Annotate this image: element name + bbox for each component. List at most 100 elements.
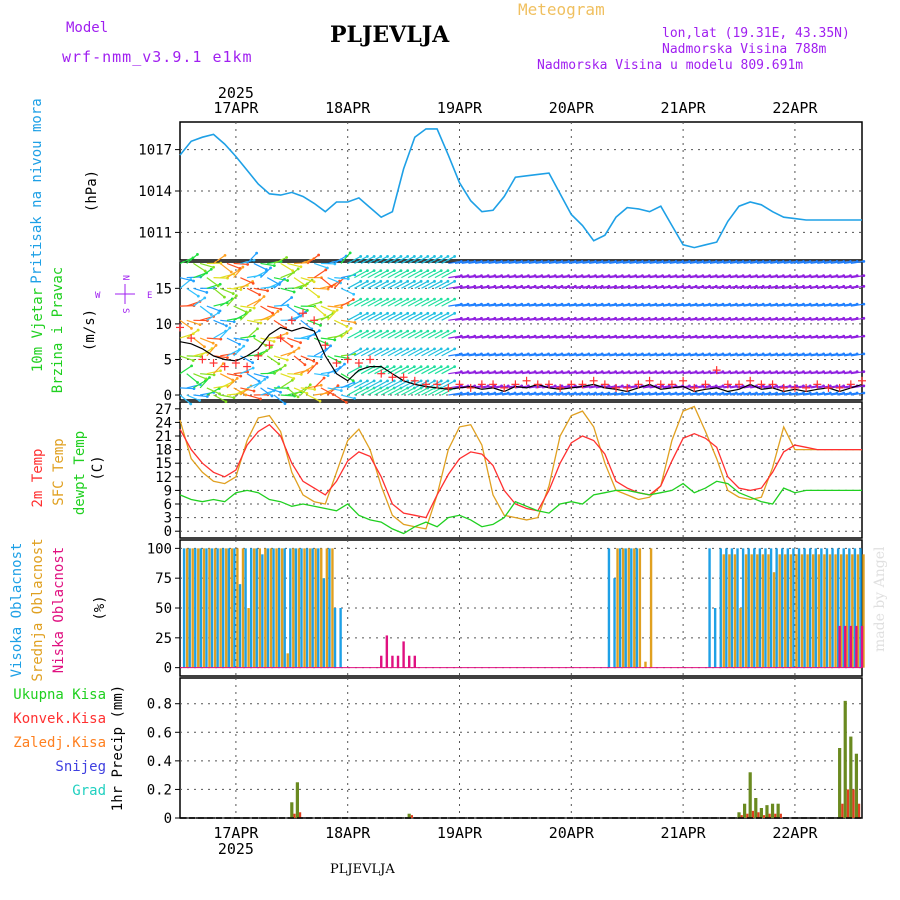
wind-arrow-head <box>439 255 443 258</box>
gust-marker <box>410 376 419 385</box>
wind-arrow <box>193 380 206 389</box>
cloud-bar-mid <box>247 608 250 668</box>
wind-arrow <box>535 303 549 307</box>
wind-arrow-head <box>299 341 302 345</box>
wind-arrow-head <box>419 329 423 333</box>
wind-arrow <box>689 285 703 289</box>
wind-arrow <box>387 348 402 357</box>
wind-arrow <box>750 317 764 321</box>
wind-arrow <box>803 275 817 279</box>
wind-arrow <box>522 275 536 279</box>
wind-arrow <box>461 275 475 279</box>
cloud-unit-label: (%) <box>92 595 108 620</box>
wind-arrow-head <box>292 290 296 294</box>
cloud-bar-high <box>624 548 627 668</box>
wind-arrow <box>548 371 563 375</box>
wind-arrow-head <box>433 347 436 351</box>
wind-arrow <box>233 371 248 375</box>
wind-arrow-head <box>352 292 356 296</box>
wind-arrow <box>394 255 408 264</box>
wind-arrow <box>669 353 683 357</box>
wind-arrow <box>844 303 858 307</box>
wind-arrow <box>226 287 241 291</box>
cloud-bar-mid <box>275 548 278 668</box>
wind-arrow <box>320 305 334 313</box>
wind-arrow <box>286 387 299 398</box>
wind-arrow <box>407 348 422 357</box>
wind-arrow <box>300 365 314 375</box>
wind-arrow-head <box>453 329 457 333</box>
wind-arrow <box>803 353 817 357</box>
wind-arrow <box>199 337 214 344</box>
wind-arrow <box>535 285 549 289</box>
wind-arrow <box>542 285 556 289</box>
wind-arrow <box>314 373 329 377</box>
wind-arrow <box>394 348 408 357</box>
wind-arrow-head <box>386 347 389 351</box>
wind-arrow <box>179 355 194 362</box>
wind-arrow <box>508 335 522 339</box>
wind-arrow-head <box>285 331 289 335</box>
wind-arrow <box>313 377 325 389</box>
y-tick-label: 18 <box>155 443 172 459</box>
y-tick-label: 9 <box>164 483 172 499</box>
wind-arrow <box>683 353 697 357</box>
wind-arrow <box>481 353 495 357</box>
wind-arrow <box>669 371 683 375</box>
wind-arrow <box>575 353 589 357</box>
wind-arrow <box>307 254 319 264</box>
wind-arrow <box>729 275 744 279</box>
wind-arrow <box>696 275 710 279</box>
wind-arrow <box>475 303 489 307</box>
cloud-bar-high <box>618 548 622 668</box>
wind-arrow <box>595 303 609 307</box>
wind-arrow <box>374 380 388 389</box>
wind-arrow <box>407 366 422 375</box>
gust-marker <box>522 376 531 385</box>
wind-arrow <box>629 303 643 307</box>
wind-arrow <box>219 298 233 307</box>
wind-arrow <box>602 353 616 357</box>
wind-arrow <box>649 285 663 289</box>
wind-arrow-head <box>251 281 255 285</box>
wind-arrow-head <box>217 387 221 390</box>
wind-arrow-head <box>386 255 389 258</box>
wind-arrow-head <box>259 397 262 401</box>
wind-arrow <box>421 298 435 307</box>
wind-arrow <box>475 285 489 289</box>
wind-arrow <box>736 303 750 307</box>
wind-arrow <box>743 260 757 265</box>
wind-arrow <box>662 385 677 389</box>
cloud-bar-mid <box>320 548 323 668</box>
wind-arrow <box>448 371 462 375</box>
wind-arrow <box>823 392 838 396</box>
wind-arrow <box>783 335 797 339</box>
wind-arrow <box>629 317 643 321</box>
wind-arrow <box>696 285 710 289</box>
wind-arrow <box>709 317 724 321</box>
wind-arrow <box>488 317 502 321</box>
cloud-bar-low <box>391 655 394 668</box>
cloud-bar-mid <box>202 548 206 668</box>
wind-arrow <box>374 298 388 307</box>
wind-arrow <box>703 371 717 375</box>
precip-bar-total <box>407 813 411 818</box>
wind-arrow <box>441 270 455 279</box>
wind-arrow-head <box>244 393 248 397</box>
wind-arrow <box>575 335 589 339</box>
wind-arrow <box>763 385 777 389</box>
wind-arrow <box>374 312 388 321</box>
wind-arrow <box>763 392 777 396</box>
wind-arrow-head <box>372 279 376 283</box>
wind-arrow <box>481 371 495 375</box>
gust-marker <box>667 380 676 389</box>
cloud-bar-low <box>407 655 411 668</box>
wind-arrow <box>515 335 529 339</box>
wind-arrow <box>716 260 730 265</box>
wind-arrow-head <box>426 347 430 351</box>
wind-arrow <box>844 335 858 339</box>
wind-arrow <box>568 260 583 265</box>
wind-arrow <box>468 260 482 265</box>
cloud-bar-mid <box>297 548 301 668</box>
wind-arrow <box>723 392 737 396</box>
